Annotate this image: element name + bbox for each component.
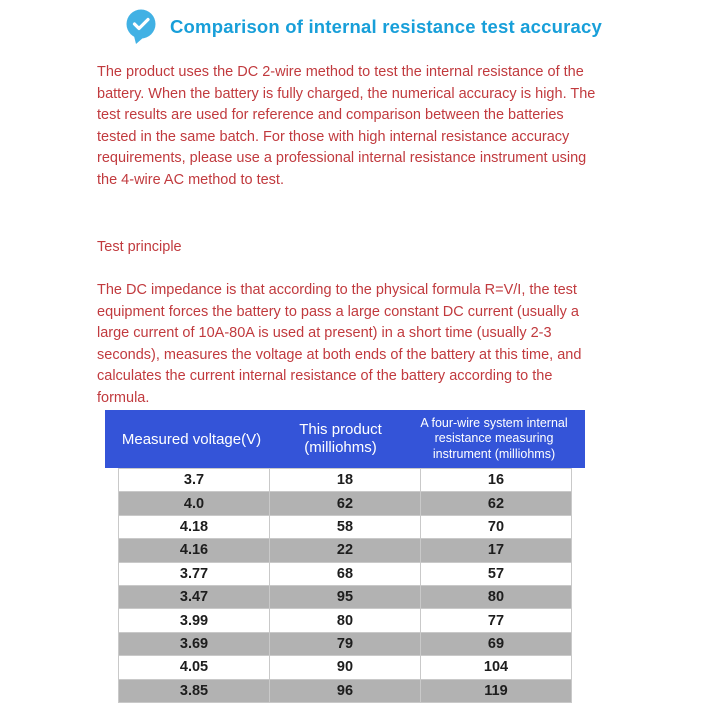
- chat-check-icon: [124, 8, 158, 48]
- table-cell: 4.18: [119, 514, 270, 539]
- table-row: 4.0 62 62: [119, 491, 571, 515]
- table-row: 3.85 96 119: [119, 678, 571, 702]
- table-body: 3.7 18 16 4.0 62 62 4.18 58 70 4.16 22 17 3.77 68 57 3.…: [118, 468, 572, 703]
- table-cell: 119: [421, 678, 571, 702]
- table-cell: 3.7: [119, 468, 270, 492]
- header-cell-measured-voltage: Measured voltage(V): [121, 430, 262, 448]
- table-cell: 62: [270, 491, 421, 515]
- table-header-row: Measured voltage(V) This product (millio…: [105, 410, 585, 468]
- table-cell: 96: [270, 678, 421, 702]
- header-cell-this-product: This product (milliohms): [299, 421, 382, 456]
- comparison-table: Measured voltage(V) This product (millio…: [105, 410, 585, 703]
- table-cell: 3.99: [119, 608, 270, 632]
- table-row: 3.47 95 80: [119, 584, 571, 609]
- table-row: 3.69 79 69: [119, 631, 571, 656]
- table-cell: 79: [270, 631, 421, 656]
- table-cell: 16: [421, 468, 571, 491]
- table-cell: 69: [421, 631, 571, 655]
- table-row: 3.77 68 57: [119, 561, 571, 585]
- table-row: 4.18 58 70: [119, 514, 571, 539]
- page-title: Comparison of internal resistance test a…: [170, 16, 602, 37]
- table-cell: 3.85: [119, 678, 270, 702]
- principle-paragraph: The DC impedance is that according to th…: [97, 282, 582, 406]
- title-row: Comparison of internal resistance test a…: [124, 8, 602, 48]
- table-cell: 3.77: [119, 561, 270, 585]
- table-cell: 17: [421, 538, 571, 561]
- table-row: 3.7 18 16: [119, 468, 571, 492]
- section-heading: Test principle: [97, 239, 182, 255]
- table-cell: 3.47: [119, 584, 270, 609]
- table-cell: 77: [421, 608, 571, 631]
- table-cell: 95: [270, 584, 421, 609]
- table-cell: 57: [421, 561, 571, 585]
- table-cell: 18: [270, 468, 421, 492]
- table-cell: 4.16: [119, 538, 270, 562]
- table-row: 3.99 80 77: [119, 608, 571, 632]
- table-row: 4.16 22 17: [119, 538, 571, 562]
- table-cell: 4.05: [119, 655, 270, 679]
- table-cell: 22: [270, 538, 421, 562]
- table-cell: 3.69: [119, 631, 270, 656]
- intro-paragraph: The product uses the DC 2-wire method to…: [97, 64, 596, 188]
- table-cell: 80: [270, 608, 421, 632]
- table-cell: 58: [270, 514, 421, 539]
- table-cell: 68: [270, 561, 421, 585]
- table-row: 4.05 90 104: [119, 655, 571, 679]
- table-cell: 80: [421, 584, 571, 608]
- table-cell: 90: [270, 655, 421, 679]
- table-cell: 4.0: [119, 491, 270, 515]
- table-cell: 104: [421, 655, 571, 678]
- table-cell: 70: [421, 514, 571, 538]
- header-cell-four-wire-instrument: A four-wire system internal resistance m…: [420, 415, 568, 461]
- table-cell: 62: [421, 491, 571, 514]
